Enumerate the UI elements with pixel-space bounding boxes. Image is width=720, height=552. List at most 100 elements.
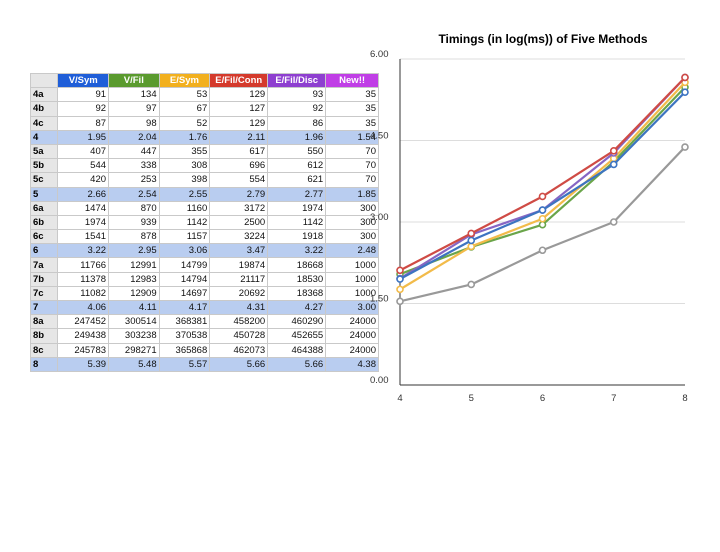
- chart-axes: 0.00 1.50 3.00 4.50 6.00 4 5 6 7 8: [370, 49, 688, 404]
- table-cell: 18530: [267, 271, 327, 287]
- data-point: [538, 220, 547, 229]
- table-cell: 92: [267, 101, 327, 117]
- table-cell: 4.38: [325, 356, 379, 372]
- y-tick-label: 0.00: [370, 375, 389, 386]
- table-cell: 308: [158, 158, 211, 174]
- series-line: [399, 86, 686, 276]
- table-cell: 14697: [158, 285, 211, 302]
- y-tick-label: 6.00: [370, 49, 389, 60]
- table-corner-cell: [29, 72, 59, 89]
- y-tick-label: 3.00: [370, 212, 389, 223]
- table-row: 6c 1541 878 1157 3224 1918 300: [29, 229, 379, 245]
- table-cell: 1142: [267, 214, 327, 231]
- timings-table: V/Sym V/Fil E/Sym E/Fil/Conn E/Fil/Disc New!!…: [29, 72, 379, 372]
- table-cell: 35: [325, 115, 379, 131]
- table-cell: 3.22: [267, 243, 327, 259]
- table-row: 5a 407 447 355 617 550 70: [29, 143, 379, 160]
- table-cell: 621: [267, 172, 327, 188]
- table-cell: 3.06: [158, 243, 211, 259]
- table-body: 4a 91 134 53 129 93 35 4b 92 97 67 127 92 35 4c 87 98 52 1…: [29, 87, 379, 372]
- table-cell: 67: [158, 101, 211, 117]
- table-cell: 300: [325, 229, 379, 245]
- table-cell: 4.31: [209, 299, 269, 316]
- table-cell: 3.00: [325, 299, 379, 316]
- row-label: 5b: [29, 158, 59, 174]
- table-summary-row: 5 2.66 2.54 2.55 2.79 2.77 1.85: [29, 186, 379, 202]
- table-cell: 14799: [158, 257, 211, 273]
- row-label: 4: [29, 129, 59, 145]
- row-label: 8c: [29, 342, 59, 358]
- row-label: 7b: [29, 271, 59, 287]
- table-cell: 4.06: [57, 299, 110, 316]
- table-cell: 11378: [57, 271, 110, 287]
- x-tick-label: 4: [397, 393, 402, 404]
- table-cell: 2.11: [209, 129, 269, 145]
- table-cell: 617: [209, 143, 269, 160]
- x-tick-label: 8: [682, 393, 687, 404]
- table-cell: 2.54: [108, 186, 160, 202]
- row-label: 8: [29, 356, 59, 372]
- series-4: [396, 88, 689, 283]
- table-cell: 24000: [325, 314, 379, 330]
- table-cell: 5.39: [57, 356, 110, 372]
- table-cell: 1474: [57, 200, 110, 216]
- table-row: 8c 245783 298271 365868 462073 464388 24000: [29, 342, 379, 358]
- table-row: 4a 91 134 53 129 93 35: [29, 87, 379, 103]
- data-point: [467, 229, 476, 238]
- table-cell: 460290: [267, 314, 327, 330]
- table-row: 7a 11766 12991 14799 19874 18668 1000: [29, 257, 379, 273]
- x-tick-label: 5: [469, 393, 474, 404]
- table-cell: 245783: [57, 342, 110, 358]
- row-label: 5c: [29, 172, 59, 188]
- table-cell: 52: [158, 115, 211, 131]
- table-cell: 1.76: [158, 129, 211, 145]
- table-cell: 554: [209, 172, 269, 188]
- table-cell: 129: [209, 87, 269, 103]
- y-tick-label: 4.50: [370, 131, 389, 142]
- table-cell: 2.77: [267, 186, 327, 202]
- table-cell: 20692: [209, 285, 269, 302]
- table-row: 6b 1974 939 1142 2500 1142 300: [29, 214, 379, 231]
- table-cell: 696: [209, 158, 269, 174]
- table-cell: 1918: [267, 229, 327, 245]
- table-cell: 53: [158, 87, 211, 103]
- table-cell: 550: [267, 143, 327, 160]
- table-cell: 249438: [57, 328, 110, 344]
- data-point: [396, 285, 404, 294]
- row-label: 6c: [29, 229, 59, 245]
- table-cell: 1157: [158, 229, 211, 245]
- table-cell: 70: [325, 158, 379, 174]
- table-cell: 1541: [57, 229, 110, 245]
- table-cell: 3.22: [57, 243, 110, 259]
- table-row: 6a 1474 870 1160 3172 1974 300: [29, 200, 379, 216]
- data-point: [609, 147, 618, 155]
- row-label: 7c: [29, 285, 59, 302]
- table-cell: 544: [57, 158, 110, 174]
- row-label: 6b: [29, 214, 59, 231]
- table-cell: 1974: [57, 214, 110, 231]
- x-tick-label: 6: [540, 393, 545, 404]
- row-label: 7: [29, 299, 59, 316]
- table-summary-row: 4 1.95 2.04 1.76 2.11 1.96 1.54: [29, 129, 379, 145]
- table-cell: 3172: [209, 200, 269, 216]
- table-row: 4c 87 98 52 129 86 35: [29, 115, 379, 131]
- table-cell: 129: [209, 115, 269, 131]
- data-point: [538, 246, 547, 255]
- row-label: 5a: [29, 143, 59, 160]
- table-cell: 134: [108, 87, 160, 103]
- table-cell: 1142: [158, 214, 211, 231]
- data-point: [396, 297, 404, 306]
- table-cell: 253: [108, 172, 160, 188]
- table-cell: 12909: [108, 285, 160, 302]
- table-cell: 127: [209, 101, 269, 117]
- column-header: V/Fil: [108, 72, 160, 89]
- table-cell: 452655: [267, 328, 327, 344]
- table-cell: 612: [267, 158, 327, 174]
- table-cell: 1974: [267, 200, 327, 216]
- table-cell: 939: [108, 214, 160, 231]
- data-point: [467, 280, 476, 289]
- table-cell: 97: [108, 101, 160, 117]
- table-cell: 300: [325, 200, 379, 216]
- table-cell: 2.55: [158, 186, 211, 202]
- table-cell: 11082: [57, 285, 110, 302]
